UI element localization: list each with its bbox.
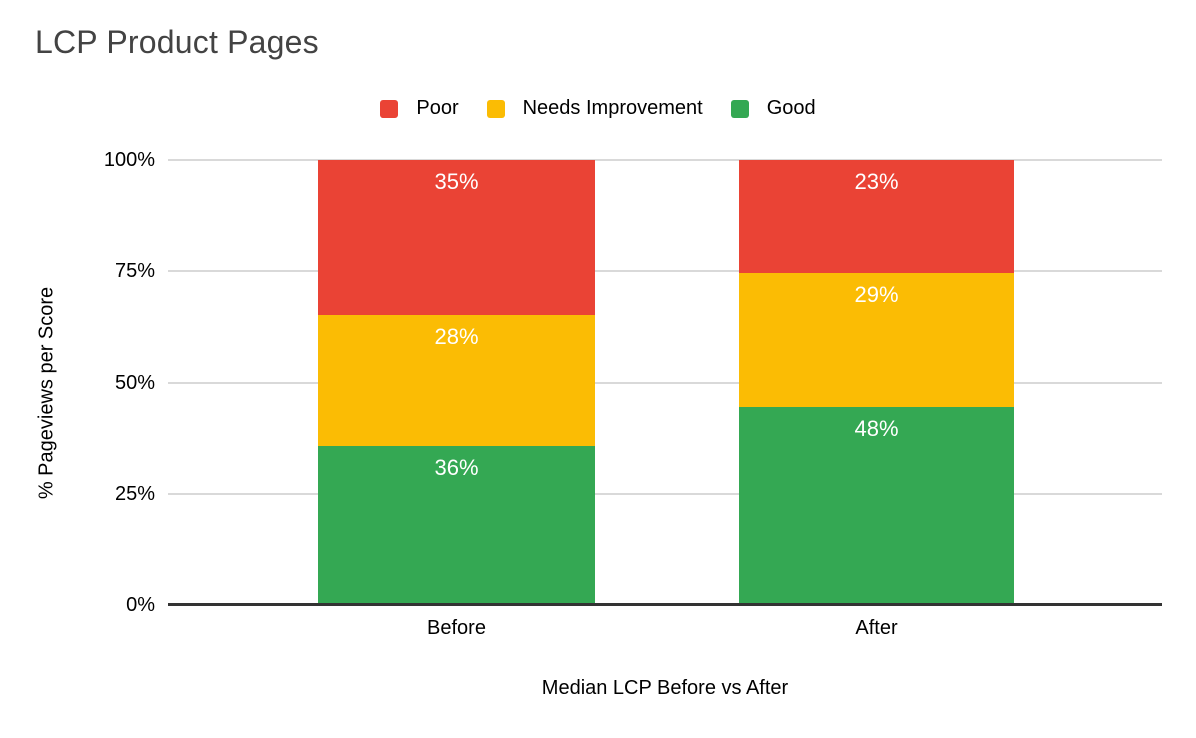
legend-item-poor: Poor bbox=[380, 97, 459, 120]
bar-value-label-after-poor: 23% bbox=[854, 169, 899, 194]
x-axis-line bbox=[168, 603, 1162, 606]
legend-swatch-needs-improvement bbox=[486, 99, 505, 118]
bar-segment-after-poor: 23% bbox=[739, 160, 1014, 274]
gridline-75 bbox=[168, 270, 1162, 273]
gridline-50 bbox=[168, 381, 1162, 384]
bar-value-label-before-poor: 35% bbox=[434, 169, 479, 194]
legend-swatch-good bbox=[730, 99, 749, 118]
y-tick-label-100: 100% bbox=[103, 149, 155, 171]
bar-value-label-before-needs-improvement: 28% bbox=[434, 324, 479, 350]
x-axis-title: Median LCP Before vs After bbox=[541, 677, 789, 699]
legend-label-poor: Poor bbox=[416, 97, 459, 119]
gridline-25 bbox=[168, 492, 1162, 495]
bar-segment-before-needs-improvement: 28% bbox=[318, 315, 595, 447]
gridline-100 bbox=[168, 159, 1162, 161]
x-category-label-after: After bbox=[855, 617, 898, 639]
legend-item-needs-improvement: Needs Improvement bbox=[486, 97, 703, 120]
legend-item-good: Good bbox=[730, 97, 816, 120]
bar-value-label-before-good: 36% bbox=[434, 455, 479, 481]
bar-segment-after-needs-improvement: 29% bbox=[739, 273, 1014, 407]
stacked-bar-after: 23% 29% 48% bbox=[739, 160, 1014, 605]
bar-segment-after-good: 48% bbox=[739, 406, 1014, 605]
y-tick-label-0: 0% bbox=[126, 594, 155, 616]
legend-swatch-poor bbox=[380, 99, 399, 118]
stacked-bar-before: 35% 28% 36% bbox=[318, 160, 595, 605]
y-tick-label-50: 50% bbox=[114, 371, 155, 394]
x-category-label-before: Before bbox=[427, 617, 486, 639]
y-tick-label-25: 25% bbox=[114, 482, 155, 505]
chart-title: LCP Product Pages bbox=[35, 24, 319, 60]
legend: Poor Needs Improvement Good bbox=[0, 97, 1196, 120]
bar-segment-before-poor: 35% bbox=[318, 160, 595, 316]
legend-label-needs-improvement: Needs Improvement bbox=[522, 97, 703, 119]
legend-label-good: Good bbox=[766, 97, 816, 119]
bar-value-label-after-good: 48% bbox=[854, 415, 899, 441]
bar-value-label-after-needs-improvement: 29% bbox=[854, 282, 899, 308]
y-tick-label-75: 75% bbox=[114, 260, 155, 283]
bar-segment-before-good: 36% bbox=[318, 446, 595, 605]
